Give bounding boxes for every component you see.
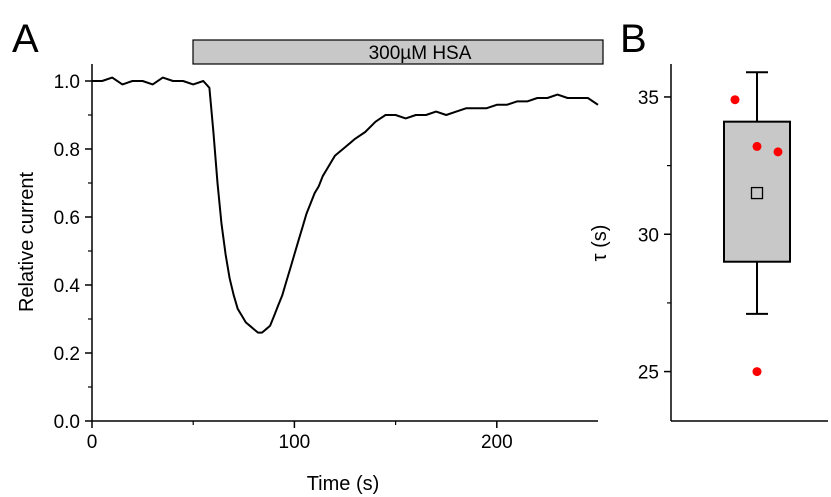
panel-b-y-ticks: 25 30 35 xyxy=(638,88,671,384)
tau-y-tick-label: 25 xyxy=(638,363,659,384)
y-tick-label: 0.2 xyxy=(54,344,80,365)
relative-current-trace xyxy=(92,76,599,334)
tau-point xyxy=(730,95,740,105)
tau-y-tick-label: 30 xyxy=(638,225,659,246)
panel-a-x-axis-title: Time (s) xyxy=(307,473,380,495)
mean-marker xyxy=(750,186,764,200)
y-tick-label: 0.0 xyxy=(54,412,80,433)
tau-data-points xyxy=(730,95,783,377)
panel-a-label: A xyxy=(12,17,39,61)
panel-a-y-axis-title: Relative current xyxy=(16,172,38,313)
x-tick-label: 100 xyxy=(279,432,311,453)
x-tick-label: 0 xyxy=(87,432,98,453)
y-tick-label: 0.4 xyxy=(54,276,81,297)
x-tick-label: 200 xyxy=(481,432,513,453)
tau-point xyxy=(752,367,762,377)
y-tick-label: 1.0 xyxy=(54,72,80,93)
tau-boxplot xyxy=(723,71,791,315)
tau-point xyxy=(773,147,783,157)
y-tick-label: 0.8 xyxy=(54,140,80,161)
panel-a-x-ticks: 0 100 200 xyxy=(87,421,513,453)
y-tick-label: 0.6 xyxy=(54,208,80,229)
panel-b-y-axis-title: τ (s) xyxy=(589,225,611,262)
tau-point xyxy=(752,141,762,151)
panel-a-y-ticks: 0.0 0.2 0.4 0.6 0.8 1.0 xyxy=(54,72,92,433)
panel-b-label: B xyxy=(620,17,647,61)
hsa-bar-label: 300µM HSA xyxy=(369,43,472,64)
tau-y-tick-label: 35 xyxy=(638,88,659,109)
hsa-application-bar xyxy=(192,39,604,65)
